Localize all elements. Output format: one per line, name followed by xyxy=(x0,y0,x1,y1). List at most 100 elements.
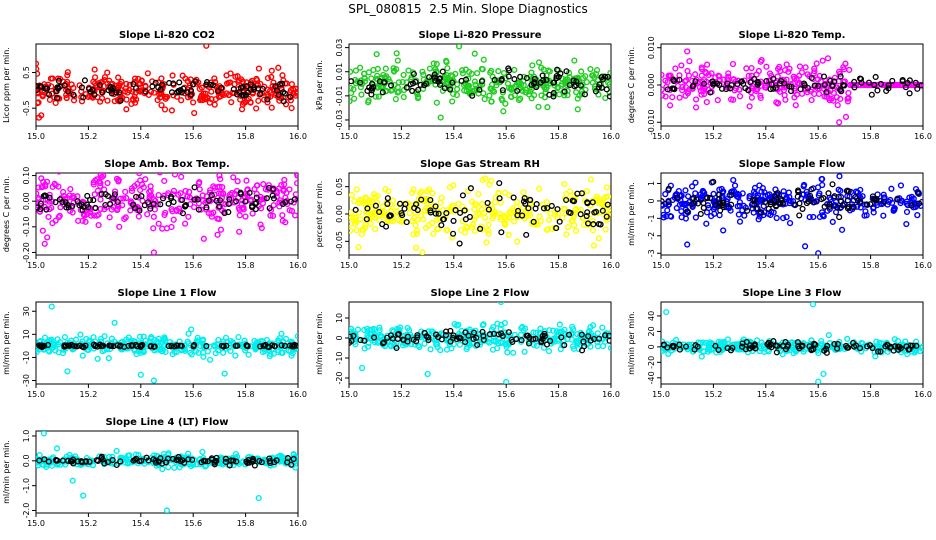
y-tick-label: -10 xyxy=(22,351,31,364)
x-tick-label: 15.4 xyxy=(445,261,463,270)
data-point-all xyxy=(196,186,203,193)
data-point-subset xyxy=(604,201,611,208)
data-point-all xyxy=(563,231,570,238)
data-point-all xyxy=(97,196,104,203)
data-point-all xyxy=(81,212,88,219)
outlier-point xyxy=(801,243,809,250)
data-point-all xyxy=(365,334,372,341)
data-point-subset xyxy=(908,202,915,209)
data-point-all xyxy=(49,183,56,190)
data-point-subset xyxy=(141,202,148,209)
data-point-subset xyxy=(597,221,604,228)
outlier-point xyxy=(69,477,76,484)
data-point-all xyxy=(219,184,226,191)
data-point-subset xyxy=(173,457,180,464)
data-point-subset xyxy=(499,87,506,94)
data-point-subset xyxy=(151,343,158,350)
data-point-subset xyxy=(869,193,876,200)
data-point-all xyxy=(826,97,833,104)
outlier-point xyxy=(607,344,611,352)
data-point-subset xyxy=(208,192,215,199)
data-point-subset xyxy=(877,348,884,355)
data-point-all xyxy=(479,200,486,208)
data-point-all xyxy=(230,174,237,181)
data-point-subset xyxy=(415,86,422,93)
data-point-subset xyxy=(130,81,137,88)
outlier-point xyxy=(437,114,444,121)
data-point-all xyxy=(756,182,763,189)
x-tick-label: 15.8 xyxy=(237,261,255,270)
outlier-point xyxy=(497,302,505,306)
data-point-subset xyxy=(192,78,199,85)
data-point-all xyxy=(274,346,281,354)
data-point-subset xyxy=(230,457,237,464)
data-point-subset xyxy=(797,86,804,93)
data-point-all xyxy=(168,206,175,213)
data-point-all xyxy=(399,78,406,86)
data-point-all xyxy=(520,189,527,196)
y-axis-label: kPa per min. xyxy=(315,60,324,110)
data-point-all xyxy=(106,214,113,221)
data-point-subset xyxy=(251,86,258,93)
data-point-subset xyxy=(380,79,387,86)
data-point-all xyxy=(170,216,177,223)
data-point-all xyxy=(844,335,851,343)
y-tick-label: 0.00 xyxy=(335,205,344,223)
data-point-all xyxy=(227,338,234,345)
data-point-all xyxy=(450,182,457,189)
data-point-all xyxy=(557,346,564,353)
data-point-all xyxy=(662,77,669,84)
data-point-all xyxy=(872,353,879,360)
data-point-subset xyxy=(52,199,59,206)
data-point-all xyxy=(161,106,169,113)
data-point-all xyxy=(586,327,593,334)
data-point-all xyxy=(87,212,95,219)
data-point-all xyxy=(394,57,401,64)
data-point-subset xyxy=(364,205,371,212)
data-point-all xyxy=(830,97,837,104)
data-point-all xyxy=(140,184,147,191)
data-point-all xyxy=(257,221,264,228)
data-point-all xyxy=(735,211,742,218)
data-point-all xyxy=(593,67,601,74)
panel-title: Slope Sample Flow xyxy=(739,159,846,170)
data-point-subset xyxy=(144,199,152,206)
panel-title: Slope Line 4 (LT) Flow xyxy=(105,417,228,428)
data-point-all xyxy=(728,188,735,196)
data-point-all xyxy=(472,213,479,220)
data-point-all xyxy=(661,71,665,79)
y-axis-label: degrees C per min. xyxy=(2,176,11,252)
data-point-all xyxy=(116,223,123,230)
data-point-subset xyxy=(357,337,364,344)
data-point-subset xyxy=(357,79,364,86)
data-point-all xyxy=(262,186,269,193)
data-point-subset xyxy=(599,207,606,214)
data-point-subset xyxy=(265,184,273,191)
data-point-all xyxy=(268,104,275,111)
data-point-all xyxy=(434,343,441,351)
data-point-all xyxy=(204,348,211,355)
outlier-point xyxy=(809,302,817,308)
data-point-subset xyxy=(208,456,215,463)
data-point-subset xyxy=(168,195,175,202)
data-point-subset xyxy=(734,80,741,87)
data-point-all xyxy=(888,185,895,192)
data-point-all xyxy=(97,179,104,187)
data-point-all xyxy=(185,330,192,337)
data-point-subset xyxy=(94,457,102,464)
data-point-subset xyxy=(857,345,864,352)
data-point-all xyxy=(481,95,488,103)
data-point-subset xyxy=(69,456,77,463)
data-point-all xyxy=(489,210,496,217)
data-point-subset xyxy=(243,458,250,465)
outlier-point xyxy=(419,249,426,255)
data-point-all xyxy=(228,99,235,106)
data-point-subset xyxy=(700,80,708,87)
x-tick-label: 15.8 xyxy=(862,261,880,270)
data-point-all xyxy=(699,339,706,346)
data-point-all xyxy=(440,206,447,214)
data-point-subset xyxy=(45,458,52,465)
data-point-all xyxy=(711,210,718,217)
data-point-all xyxy=(780,215,787,222)
outlier-point xyxy=(137,371,144,378)
